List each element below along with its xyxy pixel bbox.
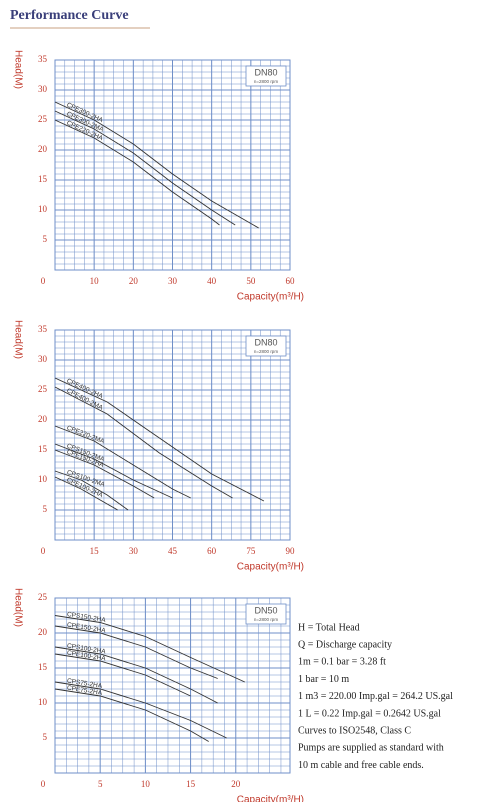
y-tick-label: 10 [38, 474, 48, 484]
note: Q = Discharge capacity [298, 639, 392, 650]
x-tick-label: 0 [41, 546, 46, 556]
x-tick-label: 0 [41, 779, 46, 789]
note: 10 m cable and free cable ends. [298, 760, 424, 771]
y-tick-label: 5 [43, 234, 48, 244]
x-tick-label: 10 [90, 276, 100, 286]
note: Curves to ISO2548, Class C [298, 725, 411, 736]
model-label: DN50 [254, 605, 277, 615]
speed-label: n=2800 rpm [254, 79, 278, 84]
curve [54, 425, 191, 499]
y-axis-label: Head(M) [12, 320, 23, 359]
note: 1 bar = 10 m [298, 674, 349, 685]
x-axis-label: Capacity(m³/H) [237, 292, 304, 303]
y-axis-label: Head(M) [12, 588, 23, 627]
curve [54, 688, 209, 742]
y-tick-label: 15 [38, 174, 48, 184]
curve [54, 101, 259, 229]
x-tick-label: 45 [168, 546, 178, 556]
y-tick-label: 15 [38, 662, 48, 672]
curve [54, 386, 233, 499]
model-label: DN80 [254, 337, 277, 347]
curve [54, 681, 227, 739]
x-tick-label: 15 [90, 546, 100, 556]
x-tick-label: 60 [286, 276, 296, 286]
curve [54, 615, 245, 683]
x-tick-label: 20 [129, 276, 139, 286]
x-tick-label: 0 [41, 276, 46, 286]
label-box [245, 65, 287, 87]
y-axis-label: Head(M) [12, 50, 23, 89]
speed-label: n=2800 rpm [254, 617, 278, 622]
curve [54, 646, 218, 704]
y-tick-label: 25 [38, 384, 48, 394]
y-tick-label: 5 [43, 504, 48, 514]
y-tick-label: 25 [38, 114, 48, 124]
curve [54, 119, 220, 226]
x-tick-label: 40 [207, 276, 217, 286]
y-tick-label: 20 [38, 414, 48, 424]
x-tick-label: 75 [246, 546, 256, 556]
y-tick-label: 10 [38, 204, 48, 214]
note: H = Total Head [298, 622, 360, 633]
y-tick-label: 20 [38, 627, 48, 637]
curve [54, 443, 173, 499]
x-tick-label: 15 [186, 779, 196, 789]
curve [54, 625, 218, 679]
curve [54, 449, 155, 499]
y-tick-label: 30 [38, 84, 48, 94]
curve [54, 470, 129, 511]
y-tick-label: 5 [43, 732, 48, 742]
y-tick-label: 35 [38, 54, 48, 64]
note: 1 L = 0.22 Imp.gal = 0.2642 US.gal [298, 708, 441, 719]
y-tick-label: 20 [38, 144, 48, 154]
y-tick-label: 15 [38, 444, 48, 454]
label-box [245, 603, 287, 625]
model-label: DN80 [254, 67, 277, 77]
x-tick-label: 30 [129, 546, 139, 556]
x-tick-label: 30 [168, 276, 178, 286]
x-tick-label: 90 [286, 546, 296, 556]
note: 1 m3 = 220.00 Imp.gal = 264.2 US.gal [298, 691, 453, 702]
page-title: Performance Curve [10, 8, 129, 23]
x-tick-label: 60 [207, 546, 217, 556]
curve [54, 476, 118, 511]
x-tick-label: 20 [231, 779, 241, 789]
y-tick-label: 30 [38, 354, 48, 364]
x-tick-label: 5 [98, 779, 103, 789]
y-tick-label: 25 [38, 592, 48, 602]
speed-label: n=2800 rpm [254, 349, 278, 354]
note: 1m = 0.1 bar = 3.28 ft [298, 657, 386, 668]
x-axis-label: Capacity(m³/H) [237, 795, 304, 802]
label-box [245, 335, 287, 357]
curve [54, 377, 265, 502]
x-tick-label: 10 [141, 779, 151, 789]
curve [54, 110, 236, 226]
y-tick-label: 35 [38, 324, 48, 334]
x-axis-label: Capacity(m³/H) [237, 562, 304, 573]
plot-area [54, 597, 291, 774]
y-tick-label: 10 [38, 697, 48, 707]
note: Pumps are supplied as standard with [298, 743, 444, 754]
x-tick-label: 50 [246, 276, 256, 286]
curve [54, 653, 191, 697]
